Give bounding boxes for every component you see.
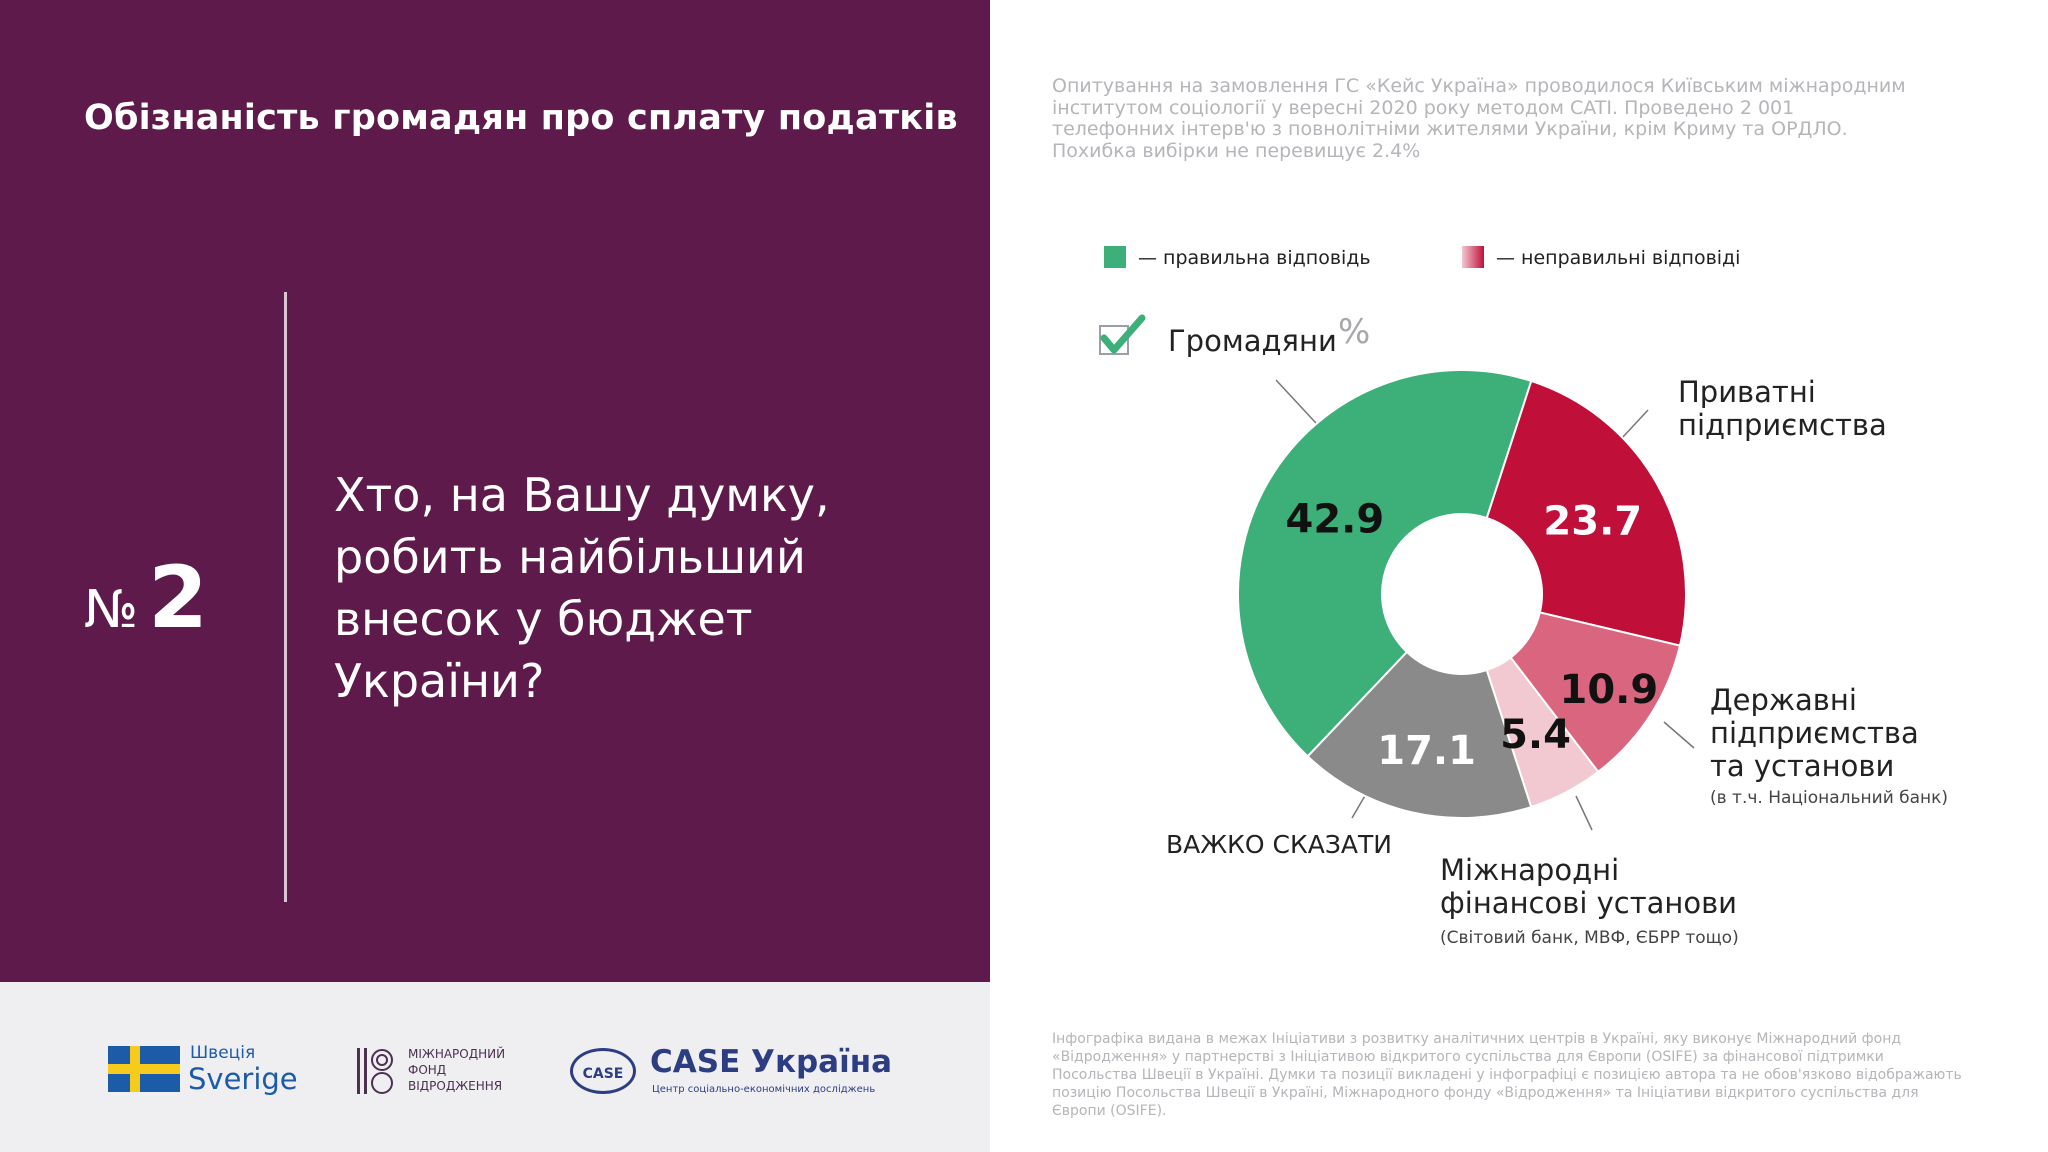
legend-incorrect-label: — неправильні відповіді — [1496, 247, 1741, 269]
slice-state — [1509, 611, 1682, 774]
irf-line-1: МІЖНАРОДНИЙ — [408, 1047, 506, 1061]
sublabel-intl: (Світовий банк, МВФ, ЄБРР тощо) — [1440, 928, 1739, 948]
leader-line-private — [1621, 409, 1649, 439]
slice-private — [1485, 379, 1687, 647]
question-text: Хто, на Вашу думку, робить найбільший вн… — [334, 468, 830, 708]
slice-intl-value: 5.4 — [1500, 712, 1571, 758]
slice-hard-to-say-value: 17.1 — [1377, 728, 1476, 774]
sweden-flag-icon — [108, 1046, 180, 1092]
survey-source-note: Опитування на замовлення ГС «Кейс Україн… — [1052, 75, 1906, 162]
sweden-logo-bottom: Sverige — [188, 1062, 298, 1096]
label-private: Приватні підприємства — [1678, 375, 1887, 442]
sweden-logo-top: Швеція — [190, 1043, 256, 1063]
slice-hard-to-say — [1306, 650, 1533, 819]
slice-citizens — [1237, 369, 1533, 758]
legend-correct: — правильна відповідь — [1104, 246, 1371, 269]
irf-line-3: ВІДРОДЖЕННЯ — [408, 1079, 503, 1093]
leader-line-hard — [1351, 793, 1367, 819]
funding-note: Інфографіка видана в межах Ініціативи з … — [1052, 1031, 1962, 1119]
sublabel-state: (в т.ч. Національний банк) — [1710, 788, 1949, 808]
unit-percent: % — [1338, 312, 1371, 352]
leader-line-intl — [1575, 795, 1593, 831]
checkbox-check-icon — [1099, 314, 1146, 355]
question-number: № 2 — [84, 548, 208, 648]
case-logo-subtitle: Центр соціально-економічних досліджень — [652, 1084, 876, 1095]
number-value: 2 — [148, 548, 208, 648]
subject-label: Громадяни — [1168, 324, 1337, 358]
slice-state-value: 10.9 — [1560, 667, 1659, 713]
number-sign: № — [84, 580, 139, 640]
case-logo-name: CASE Україна — [650, 1044, 893, 1080]
irf-line-2: ФОНД — [408, 1063, 447, 1077]
label-state: Державні підприємства та установи — [1710, 683, 1919, 783]
slice-citizens-value: 42.9 — [1285, 496, 1384, 542]
legend-correct-swatch — [1104, 246, 1126, 268]
leader-line-state — [1663, 721, 1695, 749]
page-title: Обізнаність громадян про сплату податків — [84, 98, 958, 138]
label-hard-to-say: ВАЖКО СКАЗАТИ — [1166, 830, 1392, 859]
case-oval-icon: CASE — [570, 1048, 636, 1094]
vertical-divider — [284, 292, 287, 902]
legend-incorrect: — неправильні відповіді — [1462, 246, 1740, 269]
legend-incorrect-swatch — [1462, 246, 1484, 268]
legend-correct-label: — правильна відповідь — [1138, 247, 1371, 269]
left-panel — [0, 0, 990, 982]
irf-mark-icon — [357, 1048, 393, 1094]
slice-private-value: 23.7 — [1543, 499, 1642, 545]
label-intl: Міжнародні фінансові установи — [1440, 853, 1738, 920]
